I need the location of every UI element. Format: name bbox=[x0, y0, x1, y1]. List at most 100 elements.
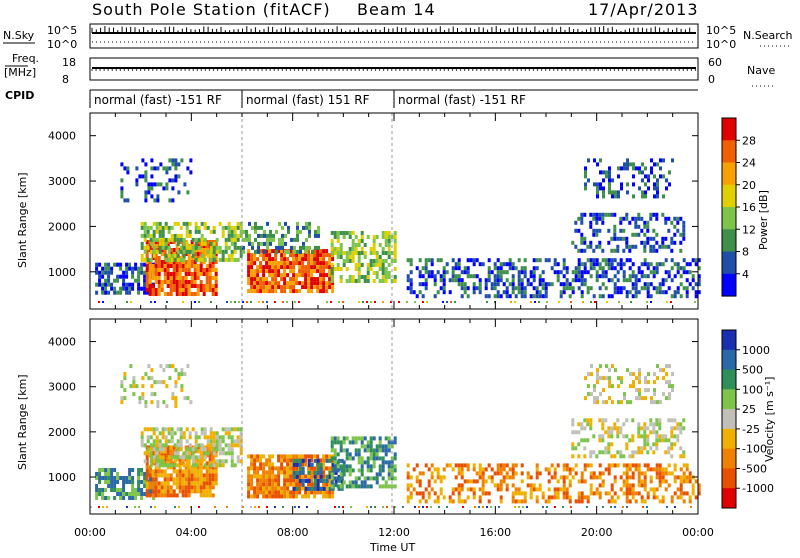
nave-dot bbox=[565, 69, 567, 71]
data-cell bbox=[688, 282, 692, 287]
data-cell bbox=[345, 464, 349, 469]
data-cell bbox=[298, 289, 302, 294]
data-cell bbox=[348, 464, 352, 469]
data-cell bbox=[601, 274, 605, 279]
data-cell bbox=[141, 158, 145, 163]
data-cell bbox=[610, 266, 614, 271]
data-cell bbox=[348, 231, 352, 235]
ground-scatter-cell bbox=[438, 506, 440, 508]
data-cell bbox=[134, 262, 138, 267]
data-cell bbox=[286, 454, 290, 459]
data-cell bbox=[247, 466, 251, 471]
data-cell bbox=[148, 485, 152, 490]
data-cell bbox=[508, 475, 512, 480]
data-cell bbox=[598, 212, 602, 217]
data-cell bbox=[250, 265, 254, 270]
data-cell bbox=[611, 194, 614, 199]
data-cell bbox=[313, 261, 317, 266]
data-cell bbox=[608, 190, 611, 195]
data-cell bbox=[283, 281, 287, 286]
data-cell bbox=[336, 464, 340, 469]
data-cell bbox=[613, 475, 617, 480]
data-cell bbox=[622, 454, 626, 459]
data-cell bbox=[652, 422, 656, 427]
data-cell bbox=[280, 265, 284, 270]
data-cell bbox=[143, 427, 147, 432]
data-cell bbox=[157, 256, 161, 260]
data-cell bbox=[643, 479, 647, 484]
data-cell bbox=[193, 469, 197, 474]
data-cell bbox=[199, 461, 203, 466]
data-cell bbox=[337, 478, 341, 483]
data-cell bbox=[151, 493, 155, 498]
data-cell bbox=[544, 499, 548, 504]
data-cell bbox=[307, 257, 311, 262]
data-cell bbox=[631, 475, 635, 480]
data-cell bbox=[625, 240, 629, 245]
data-cell bbox=[145, 457, 149, 462]
data-cell bbox=[289, 490, 293, 495]
data-cell bbox=[490, 475, 494, 480]
data-cell bbox=[424, 282, 428, 287]
data-cell bbox=[208, 465, 212, 470]
ground-scatter-cell bbox=[558, 301, 560, 303]
data-cell bbox=[178, 481, 182, 486]
data-cell bbox=[628, 274, 632, 279]
data-cell bbox=[214, 284, 218, 288]
data-cell bbox=[357, 468, 361, 473]
data-cell bbox=[164, 241, 168, 246]
colorbar-tick-label: 24 bbox=[742, 157, 756, 170]
data-cell bbox=[406, 286, 410, 291]
data-cell bbox=[676, 495, 680, 500]
data-cell bbox=[617, 190, 620, 195]
data-cell bbox=[637, 434, 641, 439]
data-cell bbox=[148, 292, 152, 296]
data-cell bbox=[200, 253, 204, 258]
data-cell bbox=[162, 166, 166, 171]
data-cell bbox=[98, 472, 102, 476]
data-cell bbox=[387, 472, 391, 477]
data-cell bbox=[656, 190, 659, 195]
data-cell bbox=[623, 162, 626, 167]
data-cell bbox=[322, 490, 326, 495]
data-cell bbox=[348, 279, 352, 283]
data-cell bbox=[351, 279, 355, 283]
data-cell bbox=[679, 426, 683, 431]
data-cell bbox=[155, 463, 159, 468]
data-cell bbox=[158, 245, 162, 250]
data-cell bbox=[381, 267, 385, 271]
data-cell bbox=[161, 237, 165, 242]
data-cell bbox=[541, 294, 545, 299]
data-cell bbox=[478, 286, 482, 291]
data-cell bbox=[286, 257, 290, 262]
data-cell bbox=[161, 245, 165, 250]
data-cell bbox=[535, 487, 539, 492]
nave-dot bbox=[658, 69, 660, 71]
data-cell bbox=[212, 241, 216, 246]
data-cell bbox=[128, 492, 132, 496]
data-cell bbox=[333, 235, 337, 239]
data-cell bbox=[125, 286, 129, 291]
data-cell bbox=[190, 465, 194, 470]
data-cell bbox=[110, 484, 114, 488]
nave-dot bbox=[613, 69, 616, 71]
data-cell bbox=[178, 240, 182, 244]
data-cell bbox=[626, 182, 629, 187]
data-cell bbox=[310, 289, 314, 294]
data-cell bbox=[685, 286, 689, 291]
data-cell bbox=[187, 272, 191, 276]
data-cell bbox=[154, 252, 158, 256]
data-cell bbox=[457, 499, 461, 504]
data-cell bbox=[673, 434, 677, 439]
data-cell bbox=[178, 461, 182, 466]
data-cell bbox=[119, 274, 123, 279]
data-cell bbox=[277, 249, 281, 254]
data-cell bbox=[593, 396, 596, 401]
data-cell bbox=[218, 451, 222, 456]
data-cell bbox=[319, 249, 323, 254]
data-cell bbox=[236, 443, 240, 448]
data-cell bbox=[649, 212, 653, 217]
data-cell bbox=[218, 435, 222, 440]
data-cell bbox=[158, 463, 162, 468]
